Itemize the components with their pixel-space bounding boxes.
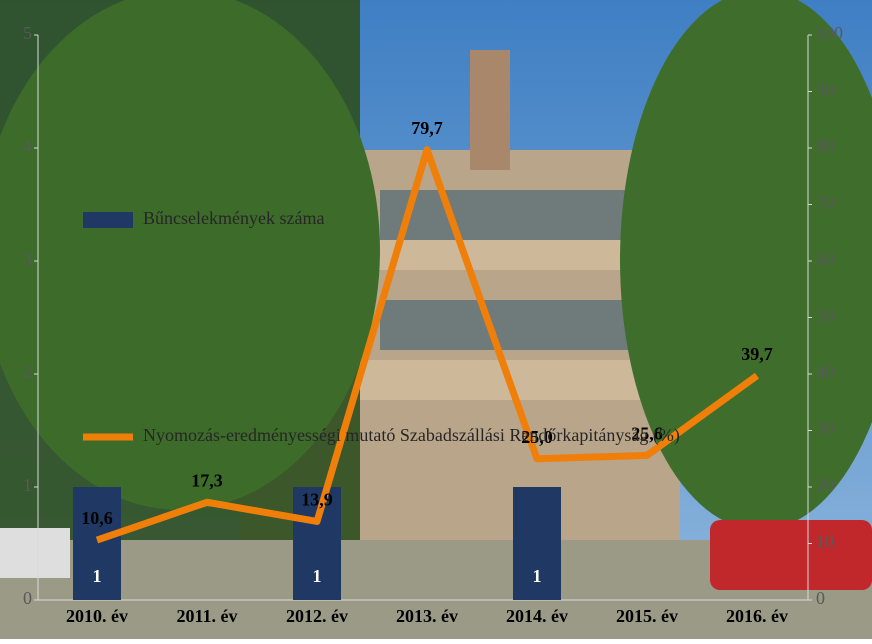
y2-tick-label: 20	[816, 475, 834, 495]
y2-tick-label: 90	[816, 80, 834, 100]
y-tick-label: 4	[23, 136, 32, 156]
line-value-label: 79,7	[411, 118, 443, 138]
chart: 01234501020304050607080901002010. év2011…	[0, 0, 872, 639]
y2-tick-label: 100	[816, 23, 843, 43]
legend-swatch	[83, 212, 133, 228]
line-value-label: 13,9	[301, 490, 333, 510]
legend-label: Nyomozás-eredményességi mutató Szabadszá…	[143, 425, 680, 446]
y2-tick-label: 0	[816, 588, 825, 608]
x-tick-label: 2011. év	[177, 606, 238, 626]
bar-value-label: 1	[93, 566, 102, 586]
line-value-label: 17,3	[191, 470, 223, 490]
y-tick-label: 3	[23, 249, 32, 269]
background-photo	[0, 0, 872, 639]
x-tick-label: 2015. év	[616, 606, 678, 626]
y2-tick-label: 30	[816, 419, 834, 439]
y-tick-label: 2	[23, 362, 32, 382]
page: 01234501020304050607080901002010. év2011…	[0, 0, 872, 644]
legend-label: Bűncselekmények száma	[143, 208, 324, 228]
bar-value-label: 1	[313, 566, 322, 586]
y2-tick-label: 10	[816, 532, 834, 552]
x-tick-label: 2012. év	[286, 606, 348, 626]
x-tick-label: 2016. év	[726, 606, 788, 626]
line-value-label: 39,7	[741, 344, 773, 364]
y2-tick-label: 70	[816, 193, 834, 213]
y-tick-label: 0	[23, 588, 32, 608]
x-tick-label: 2010. év	[66, 606, 128, 626]
line-value-label: 10,6	[81, 508, 113, 528]
x-tick-label: 2013. év	[396, 606, 458, 626]
y2-tick-label: 60	[816, 249, 834, 269]
y2-tick-label: 40	[816, 362, 834, 382]
x-tick-label: 2014. év	[506, 606, 568, 626]
y-tick-label: 1	[23, 475, 32, 495]
y2-tick-label: 50	[816, 306, 834, 326]
y-tick-label: 5	[23, 23, 32, 43]
y2-tick-label: 80	[816, 136, 834, 156]
bar-value-label: 1	[533, 566, 542, 586]
